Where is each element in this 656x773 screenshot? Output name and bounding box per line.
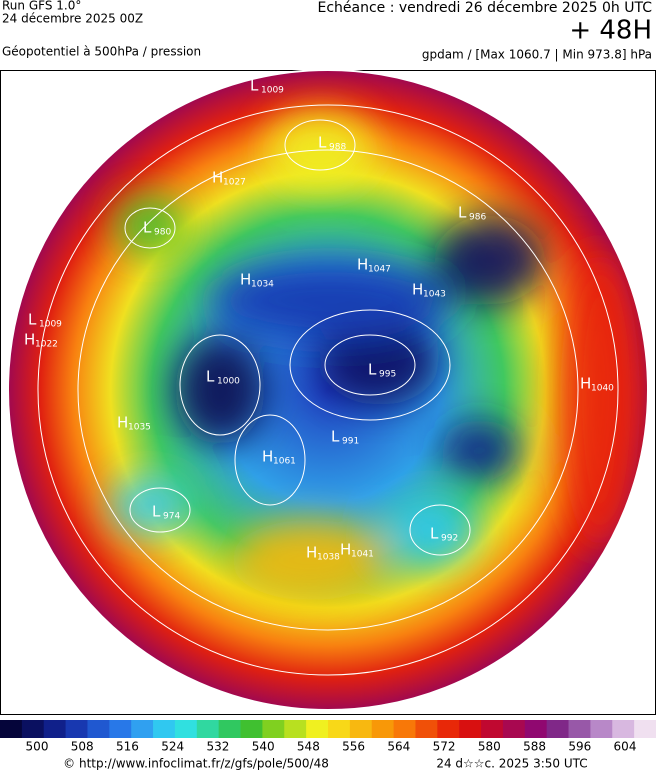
colorbar-swatch xyxy=(546,720,570,738)
center-value: 1000 xyxy=(217,377,240,387)
center-symbol: H xyxy=(212,169,223,187)
center-symbol: L xyxy=(318,134,327,152)
center-value: 991 xyxy=(342,437,359,447)
map-edge xyxy=(7,69,649,711)
colorbar-swatch xyxy=(590,720,613,738)
center-symbol: H xyxy=(340,541,351,559)
center-value: 1034 xyxy=(251,280,274,290)
center-value: 1038 xyxy=(317,553,340,563)
center-value: 1040 xyxy=(591,384,614,394)
colorbar-swatch xyxy=(371,720,395,738)
center-symbol: L xyxy=(458,204,467,222)
colorbar-label: 524 xyxy=(161,740,184,754)
colorbar-swatch xyxy=(612,720,635,738)
colorbar-swatch xyxy=(196,720,220,738)
center-symbol: L xyxy=(430,525,439,543)
center-value: 1061 xyxy=(273,457,296,467)
center-symbol: L xyxy=(250,77,259,95)
center-symbol: H xyxy=(24,331,35,349)
center-value: 988 xyxy=(329,143,346,153)
center-value: 1022 xyxy=(35,340,58,350)
center-symbol: H xyxy=(240,271,251,289)
center-symbol: H xyxy=(412,281,423,299)
colorbar-swatch xyxy=(393,720,416,738)
center-symbol: H xyxy=(357,256,368,274)
colorbar-label: 548 xyxy=(297,740,320,754)
colorbar-swatch xyxy=(174,720,198,738)
center-value: 1043 xyxy=(423,290,446,300)
colorbar-swatch xyxy=(481,720,504,738)
colorbar-swatch xyxy=(65,720,88,738)
center-symbol: L xyxy=(331,428,340,446)
colorbar-swatch xyxy=(218,720,242,738)
center-symbol: L xyxy=(206,368,215,386)
timestamp: 24 d☆☆c. 2025 3:50 UTC xyxy=(436,757,587,771)
colorbar-label: 564 xyxy=(387,740,410,754)
center-symbol: H xyxy=(306,544,317,562)
colorbar: 500 508 516 524 532 540 548 556 564 572 580 588 596 6… xyxy=(0,720,656,754)
colorbar-swatch xyxy=(262,720,285,738)
center-value: 995 xyxy=(379,370,396,380)
center-value: 1009 xyxy=(261,86,284,96)
colorbar-swatch xyxy=(415,720,438,738)
colorbar-swatch xyxy=(131,720,154,738)
colorbar-swatch xyxy=(502,720,526,738)
run: Run GFS 1.0° xyxy=(2,0,81,13)
center-value: 1041 xyxy=(351,550,374,560)
center-symbol: H xyxy=(580,375,591,393)
colorbar-swatch xyxy=(459,720,482,738)
colorbar-swatch xyxy=(634,720,656,738)
center-value: 974 xyxy=(163,512,180,522)
echeance: Echéance : vendredi 26 décembre 2025 0h … xyxy=(317,0,652,16)
center-value: 1035 xyxy=(128,423,151,433)
colorbar-swatch xyxy=(43,720,67,738)
center-value: 1027 xyxy=(223,178,246,188)
colorbar-label: 500 xyxy=(26,740,49,754)
center-symbol: H xyxy=(117,414,128,432)
run-date: 24 décembre 2025 00Z xyxy=(2,12,143,26)
center-symbol: L xyxy=(28,311,37,329)
colorbar-label: 532 xyxy=(206,740,229,754)
colorbar-label: 596 xyxy=(568,740,591,754)
colorbar-swatch xyxy=(437,720,460,738)
lead-time: + 48H xyxy=(569,16,652,46)
center-symbol: L xyxy=(152,503,161,521)
colorbar-swatch xyxy=(21,720,45,738)
center-value: 980 xyxy=(154,228,171,238)
center-value: 986 xyxy=(469,213,486,223)
colorbar-swatch xyxy=(284,720,307,738)
center-value: 1047 xyxy=(368,265,391,275)
colorbar-swatch xyxy=(240,720,263,738)
colorbar-swatch xyxy=(524,720,548,738)
colorbar-swatch xyxy=(306,720,329,738)
colorbar-label: 604 xyxy=(614,740,637,754)
credit-url: © http://www.infoclimat.fr/z/gfs/pole/50… xyxy=(63,757,329,771)
colorbar-label: 588 xyxy=(523,740,546,754)
units: gpdam / [Max 1060.7 | Min 973.8] hPa xyxy=(422,48,652,62)
center-symbol: L xyxy=(368,361,377,379)
colorbar-label: 508 xyxy=(71,740,94,754)
colorbar-label: 572 xyxy=(433,740,456,754)
center-value: 1009 xyxy=(39,320,62,330)
colorbar-swatch xyxy=(328,720,351,738)
colorbar-label: 556 xyxy=(342,740,365,754)
colorbar-label: 580 xyxy=(478,740,501,754)
field: Géopotentiel à 500hPa / pression xyxy=(2,45,201,59)
colorbar-label: 540 xyxy=(252,740,275,754)
colorbar-label: 516 xyxy=(116,740,139,754)
colorbar-swatch xyxy=(568,720,591,738)
center-symbol: H xyxy=(262,448,273,466)
center-symbol: L xyxy=(143,219,152,237)
colorbar-swatch xyxy=(349,720,373,738)
colorbar-swatch xyxy=(109,720,132,738)
center-value: 992 xyxy=(441,534,458,544)
colorbar-swatch xyxy=(153,720,176,738)
colorbar-swatch xyxy=(0,720,23,738)
colorbar-swatch xyxy=(87,720,110,738)
